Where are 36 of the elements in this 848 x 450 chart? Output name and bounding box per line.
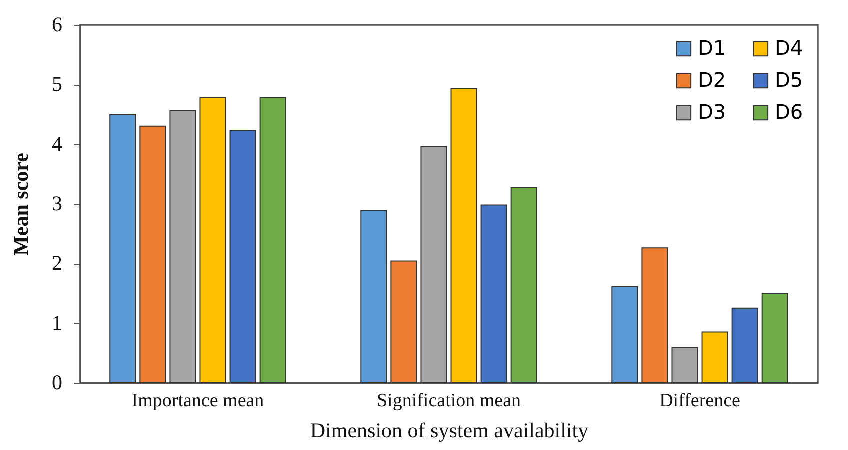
bar [450, 88, 478, 384]
x-tick-label: Difference [660, 390, 740, 412]
bar [170, 110, 196, 384]
legend-label: D2 [698, 68, 726, 92]
x-tick-label: Signification mean [376, 390, 522, 412]
bar [702, 332, 728, 384]
bar [672, 347, 698, 384]
y-tick-label: 3 [52, 192, 62, 216]
x-tick-label: Importance mean [132, 390, 265, 412]
x-axis-title: Dimension of system availability [310, 418, 590, 442]
y-tick-label: 0 [52, 370, 62, 394]
bar [200, 97, 226, 384]
bar [390, 260, 418, 384]
bar [510, 187, 538, 384]
bar [480, 204, 508, 384]
bar [140, 126, 166, 384]
y-axis-title: Mean score [9, 153, 33, 256]
bar [732, 308, 758, 384]
legend-label: D3 [698, 100, 726, 124]
y-tick-label: 6 [52, 12, 62, 36]
bar [360, 210, 388, 384]
bar [420, 146, 448, 384]
bar [762, 293, 788, 384]
bar [230, 130, 256, 384]
bar [612, 286, 638, 384]
bar [642, 248, 668, 384]
legend-label: D1 [698, 36, 726, 60]
legend-label: D4 [775, 36, 804, 60]
bar [260, 97, 286, 384]
y-tick-label: 1 [52, 310, 62, 335]
legend-label: D6 [775, 100, 804, 124]
legend-label: D5 [775, 68, 804, 92]
y-tick-label: 4 [52, 132, 63, 156]
y-tick-label: 5 [52, 72, 62, 96]
y-tick-label: 2 [52, 251, 62, 276]
bar [110, 114, 136, 384]
